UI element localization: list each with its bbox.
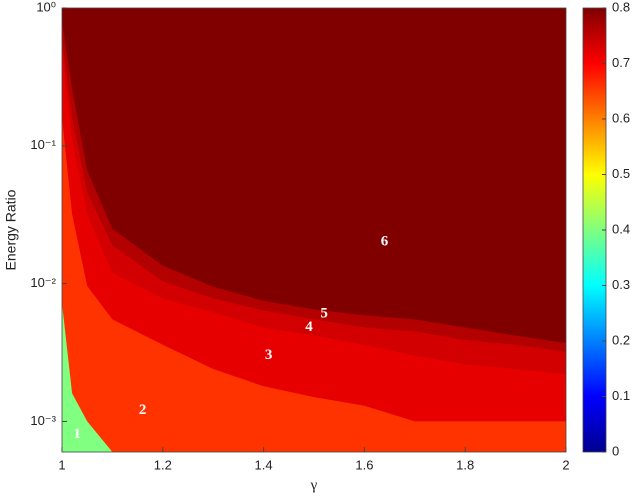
- colorbar-tick-label: 0.6: [612, 110, 630, 125]
- y-tick-label: 10⁰: [36, 0, 56, 14]
- region: [62, 49, 566, 452]
- x-tick-label: 1: [58, 457, 65, 472]
- x-tick-label: 1.6: [355, 457, 373, 472]
- region-label: 4: [305, 319, 313, 335]
- colorbar-tick-label: 0.3: [612, 277, 630, 292]
- x-tick-label: 1.8: [456, 457, 474, 472]
- region-label: 6: [381, 234, 389, 250]
- colorbar-tick-label: 0.1: [612, 388, 630, 403]
- region-label: 5: [320, 306, 328, 322]
- colorbar-tick-label: 0.4: [612, 221, 630, 236]
- y-tick-label: 10⁻²: [30, 275, 56, 290]
- y-tick-label: 10⁻¹: [30, 137, 56, 152]
- colorbar-tick-label: 0.2: [612, 332, 630, 347]
- plot-frame: [61, 7, 567, 453]
- region-label: 3: [265, 347, 273, 363]
- colorbar-tick-label: 0: [612, 443, 619, 458]
- y-axis-label: Energy Ratio: [3, 189, 19, 270]
- region-label: 2: [139, 402, 147, 418]
- colorbar-tick-label: 0.8: [612, 0, 630, 14]
- x-tick-label: 1.4: [255, 457, 273, 472]
- x-tick-label: 2: [562, 457, 569, 472]
- region: [62, 117, 566, 452]
- x-axis-label: γ: [310, 477, 318, 493]
- colorbar-tick-label: 0.5: [612, 166, 630, 181]
- colorbar-tick-label: 0.7: [612, 55, 630, 70]
- x-tick-label: 1.2: [154, 457, 172, 472]
- y-tick-label: 10⁻³: [30, 413, 56, 428]
- region-label: 1: [73, 426, 81, 442]
